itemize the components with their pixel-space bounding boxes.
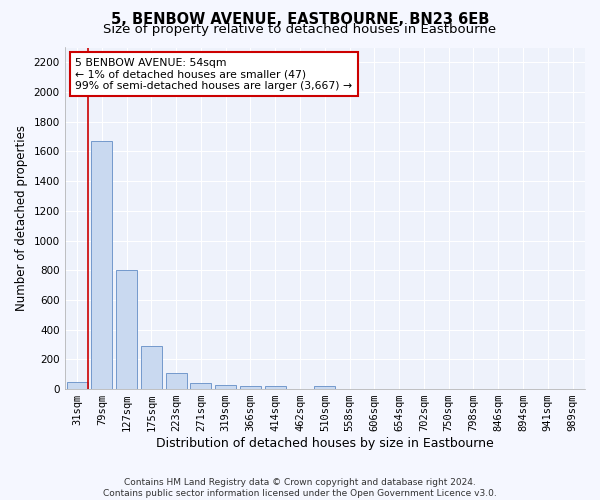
Bar [166,374,187,389]
Bar [116,270,137,389]
Bar [141,346,162,389]
Text: 5 BENBOW AVENUE: 54sqm
← 1% of detached houses are smaller (47)
99% of semi-deta: 5 BENBOW AVENUE: 54sqm ← 1% of detached … [75,58,352,91]
Bar [265,386,286,389]
Text: 5, BENBOW AVENUE, EASTBOURNE, BN23 6EB: 5, BENBOW AVENUE, EASTBOURNE, BN23 6EB [111,12,489,28]
Text: Contains HM Land Registry data © Crown copyright and database right 2024.
Contai: Contains HM Land Registry data © Crown c… [103,478,497,498]
Text: Size of property relative to detached houses in Eastbourne: Size of property relative to detached ho… [103,22,497,36]
Y-axis label: Number of detached properties: Number of detached properties [15,126,28,312]
Bar [215,386,236,389]
Bar [314,386,335,389]
Bar [240,386,261,389]
Bar [91,141,112,389]
Bar [190,384,211,389]
X-axis label: Distribution of detached houses by size in Eastbourne: Distribution of detached houses by size … [156,437,494,450]
Bar [67,382,88,389]
